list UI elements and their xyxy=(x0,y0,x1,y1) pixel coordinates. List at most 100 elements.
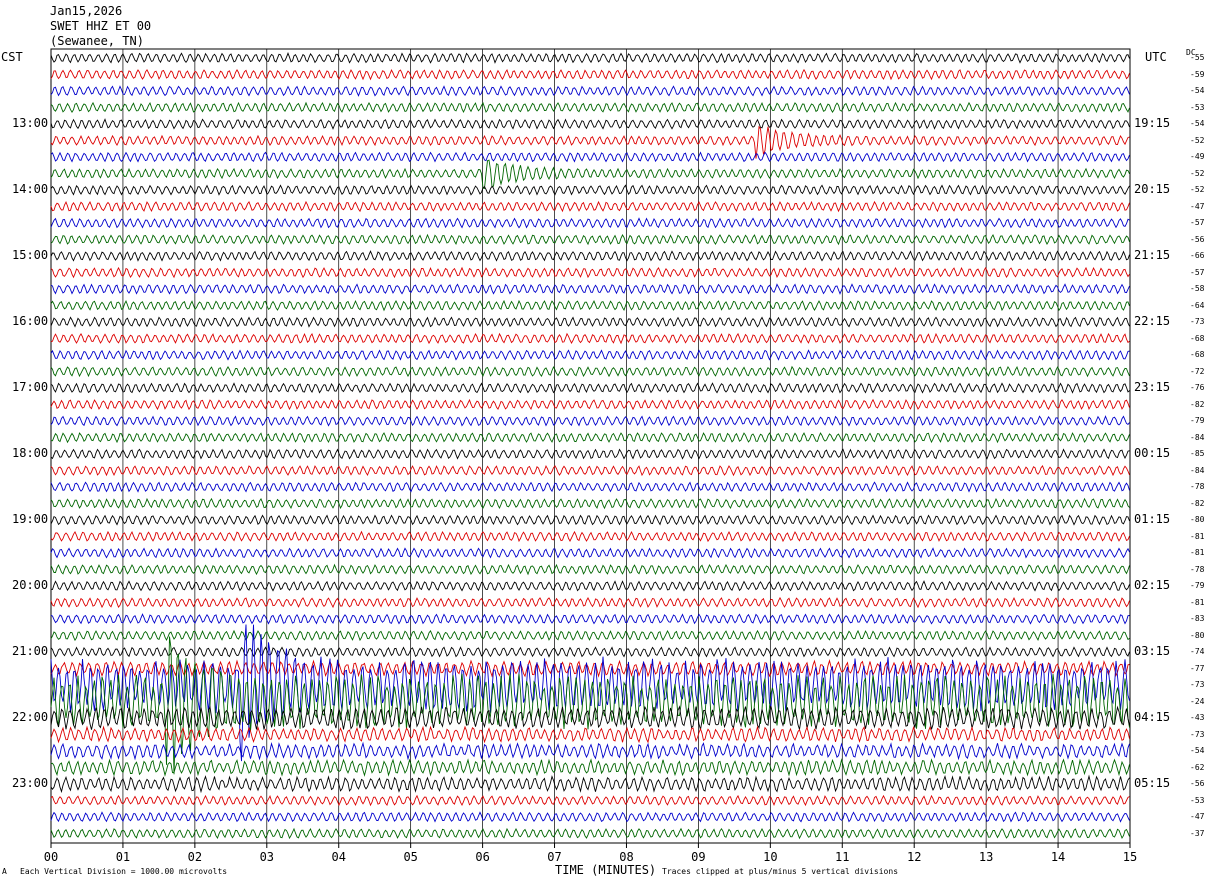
trace-line xyxy=(50,250,1130,262)
trace-line xyxy=(50,497,1130,510)
clip-note: Traces clipped at plus/minus 5 vertical … xyxy=(662,867,899,876)
x-tick-label: 12 xyxy=(907,850,921,864)
right-hour-label: 21:15 xyxy=(1134,248,1171,262)
dc-offset-value: -64 xyxy=(1190,300,1205,310)
x-tick-label: 09 xyxy=(691,850,705,864)
trace-line xyxy=(50,624,1130,762)
trace-line xyxy=(50,200,1130,213)
trace-line xyxy=(50,464,1130,477)
trace-line xyxy=(50,636,1130,775)
x-tick-label: 00 xyxy=(44,850,58,864)
dc-offset-value: -68 xyxy=(1190,333,1205,343)
dc-offset-value: -59 xyxy=(1190,69,1205,79)
dc-offset-value: -74 xyxy=(1190,647,1205,656)
dc-offset-value: -84 xyxy=(1190,465,1205,475)
dc-offset-value: -73 xyxy=(1190,317,1205,326)
left-hour-label: 15:00 xyxy=(12,248,49,262)
right-hour-label: 01:15 xyxy=(1134,512,1171,526)
dc-offset-value: -55 xyxy=(1190,53,1205,62)
trace-line xyxy=(50,481,1130,493)
right-hour-label: 03:15 xyxy=(1134,644,1171,658)
trace-line xyxy=(50,794,1130,807)
trace-line xyxy=(50,217,1130,229)
dc-offset-value: -82 xyxy=(1190,498,1205,508)
x-ticks: 00 01 02 03 04 05 06 07 08 09 10 11 12 13 14 15 xyxy=(44,843,1137,864)
x-tick-label: 06 xyxy=(475,850,489,864)
trace-line xyxy=(50,151,1130,163)
dc-offset-value: -47 xyxy=(1190,201,1205,211)
trace-line xyxy=(50,52,1130,64)
dc-offset-value: -79 xyxy=(1190,416,1205,425)
dc-offset-value: -79 xyxy=(1190,581,1205,590)
trace-line xyxy=(50,382,1130,394)
dc-offset-value: -52 xyxy=(1190,135,1205,145)
trace-line xyxy=(50,741,1130,761)
trace-line xyxy=(50,365,1130,378)
left-hour-label: 16:00 xyxy=(12,314,49,328)
trace-line xyxy=(50,514,1130,526)
trace-line xyxy=(50,547,1130,559)
trace-line xyxy=(50,646,1130,658)
left-hour-label: 17:00 xyxy=(12,380,49,394)
left-hour-label: 19:00 xyxy=(12,512,49,526)
dc-offset-value: -80 xyxy=(1190,630,1205,640)
dc-offset-value: -52 xyxy=(1190,168,1205,178)
trace-line xyxy=(50,811,1130,823)
trace-line xyxy=(50,613,1130,625)
trace-line xyxy=(50,758,1130,777)
right-hour-label: 19:15 xyxy=(1134,116,1171,130)
dc-offset-value: -57 xyxy=(1190,218,1205,227)
trace-line xyxy=(50,101,1130,114)
left-hour-label: 13:00 xyxy=(12,116,49,130)
dc-offset-value: -73 xyxy=(1190,729,1205,739)
header-location: (Sewanee, TN) xyxy=(50,34,144,48)
right-hour-label: 00:15 xyxy=(1134,446,1171,460)
dc-offset-value: -53 xyxy=(1190,795,1205,805)
trace-line xyxy=(50,580,1130,592)
right-hour-label: 04:15 xyxy=(1134,710,1171,724)
dc-offset-value: -72 xyxy=(1190,366,1205,376)
dc-offset-value: -81 xyxy=(1190,548,1205,557)
trace-line xyxy=(50,118,1130,130)
left-hour-label: 23:00 xyxy=(12,776,49,790)
x-tick-label: 05 xyxy=(403,850,417,864)
right-timezone-label: UTC xyxy=(1145,50,1167,64)
x-tick-label: 07 xyxy=(547,850,561,864)
dc-offset-value: -84 xyxy=(1190,432,1205,442)
dc-offset-value: -47 xyxy=(1190,812,1205,821)
header-date: Jan15,2026 xyxy=(50,4,123,18)
x-tick-label: 08 xyxy=(619,850,633,864)
dc-offset-value: -73 xyxy=(1190,680,1205,689)
right-hour-label: 20:15 xyxy=(1134,182,1171,196)
trace-line xyxy=(50,233,1130,246)
trace-line xyxy=(50,415,1130,427)
right-hour-label: 02:15 xyxy=(1134,578,1171,592)
dc-offset-value: -52 xyxy=(1190,185,1205,194)
left-hour-label: 18:00 xyxy=(12,446,49,460)
dc-offset-value: -54 xyxy=(1190,119,1205,128)
dc-offset-value: -43 xyxy=(1190,713,1205,722)
x-tick-label: 02 xyxy=(188,850,202,864)
dc-offset-value: -53 xyxy=(1190,102,1205,112)
trace-line xyxy=(50,659,1130,678)
dc-offset-value: -56 xyxy=(1190,779,1205,788)
dc-offset-value: -24 xyxy=(1190,696,1205,706)
x-tick-label: 15 xyxy=(1123,850,1137,864)
trace-line xyxy=(50,827,1130,840)
dc-offset-value: -68 xyxy=(1190,350,1205,359)
dc-offset-value: -82 xyxy=(1190,399,1205,409)
scale-note: Each Vertical Division = 1000.00 microvo… xyxy=(20,867,228,876)
corner-mark: A xyxy=(2,867,7,876)
plot-frame xyxy=(50,48,1131,844)
trace-line xyxy=(50,85,1130,97)
dc-offset-value: -78 xyxy=(1190,564,1205,574)
dc-offset-value: -77 xyxy=(1190,663,1205,673)
dc-offset-value: -83 xyxy=(1190,614,1205,623)
dc-offset-value: -57 xyxy=(1190,267,1205,277)
dc-offset-value: -49 xyxy=(1190,152,1205,161)
trace-line xyxy=(50,68,1130,81)
dc-offset-value: -85 xyxy=(1190,449,1205,458)
left-hour-label: 21:00 xyxy=(12,644,49,658)
dc-offset-value: -81 xyxy=(1190,597,1205,607)
trace-group xyxy=(50,52,1130,840)
